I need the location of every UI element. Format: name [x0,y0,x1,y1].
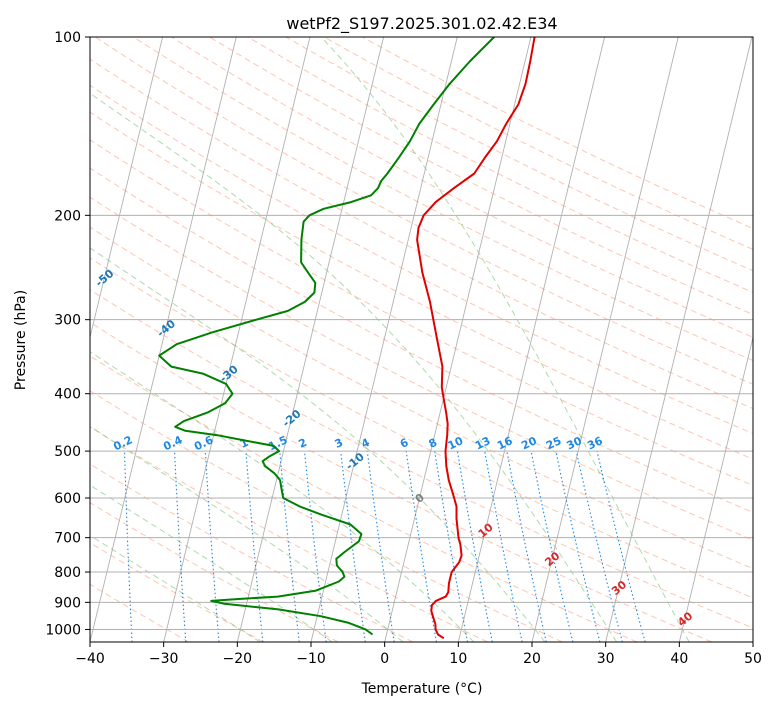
x-tick-label: −10 [296,651,326,667]
mixing-ratio-label: 6 [398,436,411,451]
x-tick-label: −30 [149,651,179,667]
mixing-ratio-line [507,451,546,642]
mixing-ratio-label: 3 [333,436,345,451]
dry-adiabat-line [0,37,775,642]
dry-adiabat-line [0,37,775,642]
chart-title: wetPf2_S197.2025.301.02.42.E34 [286,14,557,34]
isotherm-line [753,37,775,642]
dry-adiabat-line [210,37,775,642]
isotherm-label: -10 [343,450,367,473]
isotherm-label: -40 [154,317,178,340]
mixing-ratio-line [367,451,394,642]
x-tick-label: 40 [670,651,688,667]
y-tick-label: 800 [54,565,81,581]
axes: −40 −30 −20 −10 0 10 20 30 40 50 1000 900 800 700 600 5… [45,30,762,667]
moist-adiabat-line [0,37,545,642]
dry-adiabat-line [0,37,775,642]
dry-adiabat-line [57,37,775,642]
dewpoint-series [159,37,494,635]
x-tick-label: 20 [523,651,541,667]
isotherm-label: -20 [280,407,304,430]
mixing-ratio-label: 8 [427,436,439,451]
dry-adiabat-line [0,37,488,642]
y-axis-label: Pressure (hPa) [13,290,29,390]
mixing-ratio-line [576,451,622,642]
dry-adiabat-line [0,37,338,642]
isotherm-label: 40 [675,609,695,629]
y-tick-label: 100 [54,30,81,46]
mixing-ratio-line [205,451,219,642]
dry-adiabat-line [248,37,775,642]
isotherm-line [16,37,162,642]
dry-adiabat-line [0,37,562,642]
y-tick-label: 600 [54,491,81,507]
x-tick-label: 0 [380,651,389,667]
dry-adiabat-line [0,37,775,642]
y-tick-label: 900 [54,595,81,611]
mixing-ratio-label: 36 [585,434,605,452]
y-tick-label: 300 [54,313,81,329]
background-lines [0,37,775,642]
mixing-ratio-label: 25 [544,434,563,452]
x-tick-label: 50 [744,651,762,667]
isotherm-line [237,37,383,642]
mixing-ratio-label: 2 [297,436,309,451]
mixing-ratio-line [597,451,645,642]
isotherm-label: -60 [31,217,55,240]
dry-adiabat-line [0,37,775,642]
mixing-ratio-label: 0.6 [192,433,215,453]
isotherm-line [606,37,752,642]
profile-series [159,37,534,638]
dry-adiabat-line [324,37,775,642]
y-tick-label: 200 [54,208,81,224]
moist-adiabat-line [0,37,260,642]
isotherm-label: 30 [609,578,629,598]
mixing-ratio-label: 13 [473,434,492,452]
mixing-ratio-label: 1 [238,436,250,451]
isotherm-line [311,37,457,642]
pressure-gridlines [90,37,753,629]
dewpoint-line [159,37,494,635]
mixing-ratio-line [531,451,573,642]
dry-adiabat-line [0,37,775,642]
dry-adiabat-line [0,37,637,642]
isotherm-line [458,37,604,642]
y-tick-label: 1000 [45,622,81,638]
x-axis-label: Temperature (°C) [361,681,483,697]
mixing-ratio-line [175,451,186,642]
isotherm-label: 20 [542,549,562,569]
y-tick-label: 400 [54,387,81,403]
dry-adiabat-line [0,37,775,642]
isotherm-line [679,37,775,642]
mixing-ratio-label: 16 [495,434,515,452]
isotherm-line [164,37,310,642]
x-tick-label: −20 [223,651,253,667]
x-tick-label: 30 [597,651,615,667]
isotherm-label: -50 [93,267,117,290]
moist-adiabat-line [11,37,617,642]
mixing-ratio-label: 4 [359,436,372,451]
mixing-ratio-line [125,451,133,642]
dry-adiabat-line [172,37,775,642]
plot-area: -100-90-80-70-60-50-40-30-20-10010203040… [0,37,775,642]
line-labels: -100-90-80-70-60-50-40-30-20-10010203040… [0,48,696,629]
mixing-ratio-label: 0.2 [111,433,134,453]
y-tick-label: 700 [54,531,81,547]
mixing-ratio-line [485,451,522,642]
mixing-ratio-label: 0.4 [161,433,184,453]
dry-adiabat-line [0,37,413,642]
y-tick-label: 500 [54,444,81,460]
mixing-ratio-label: 20 [519,434,539,452]
moist-adiabat-line [0,37,403,642]
x-tick-label: −40 [75,651,105,667]
mixing-ratio-line [556,451,600,642]
x-tick-label: 10 [449,651,467,667]
